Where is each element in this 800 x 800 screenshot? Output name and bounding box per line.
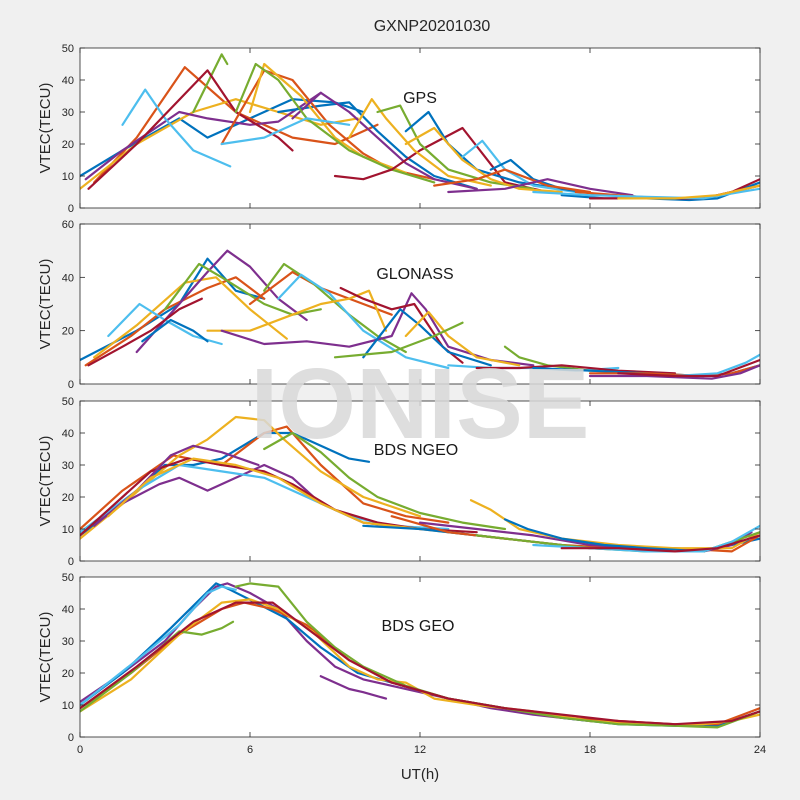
- y-tick-label: 0: [68, 556, 74, 568]
- y-tick-label: 10: [62, 700, 74, 712]
- series-line-16: [404, 310, 521, 367]
- y-tick-label: 40: [62, 272, 74, 284]
- series-line-22: [447, 178, 634, 197]
- panel-bds-ngeo: 0 10 20 30 40 50 VTEC(TECU) BDS NGEO: [37, 396, 761, 568]
- series-line-5: [80, 620, 235, 713]
- y-tick-label: 20: [62, 326, 74, 338]
- series-line-12: [206, 289, 388, 332]
- series-line-20: [475, 364, 677, 375]
- series-line-11: [277, 273, 450, 370]
- panel-annotation: BDS NGEO: [374, 442, 458, 459]
- y-tick-label: 20: [62, 668, 74, 680]
- series-group: [80, 249, 760, 380]
- watermark-text: IONISE: [251, 348, 590, 460]
- x-tick-label: 6: [247, 744, 253, 756]
- x-tick-label: 12: [414, 744, 426, 756]
- series-line-21: [433, 168, 592, 194]
- series-line-8: [80, 585, 237, 707]
- y-axis-label: VTEC(TECU): [37, 612, 54, 703]
- series-line-18: [404, 126, 563, 194]
- x-tick-label: 18: [584, 744, 596, 756]
- series-line-16: [376, 104, 535, 190]
- y-tick-label: 10: [62, 171, 74, 183]
- panel-annotation: BDS GEO: [382, 618, 455, 635]
- y-tick-label: 10: [62, 524, 74, 536]
- series-line-15: [362, 308, 492, 367]
- y-tick-label: 0: [68, 732, 74, 744]
- series-group: [80, 415, 760, 553]
- series-line-5: [192, 53, 229, 114]
- y-tick-label: 60: [62, 219, 74, 231]
- y-axis-label: VTEC(TECU): [37, 436, 54, 527]
- y-tick-label: 40: [62, 604, 74, 616]
- series-line-11: [291, 91, 478, 190]
- series-line-17: [333, 321, 464, 359]
- y-tick-label: 50: [62, 396, 74, 408]
- series-line-24: [673, 353, 760, 378]
- x-tick-label: 24: [754, 744, 766, 756]
- series-line-6: [87, 297, 203, 367]
- series-line-13: [220, 117, 351, 146]
- y-tick-label: 50: [62, 572, 74, 584]
- series-line-7: [87, 69, 294, 190]
- y-axis-label: VTEC(TECU): [37, 259, 54, 350]
- series-line-14: [503, 518, 705, 553]
- panel-annotation: GPS: [403, 90, 437, 107]
- y-tick-label: 30: [62, 636, 74, 648]
- panel-gps: 0 10 20 30 40 50 VTEC(TECU) GPS: [37, 43, 761, 215]
- series-line-25: [617, 358, 760, 378]
- y-tick-label: 0: [68, 379, 74, 391]
- series-line-17: [560, 534, 760, 553]
- y-tick-label: 30: [62, 460, 74, 472]
- series-group: [80, 53, 760, 202]
- y-tick-label: 40: [62, 428, 74, 440]
- series-line-6: [121, 88, 232, 168]
- panel-annotation: GLONASS: [376, 266, 453, 283]
- series-line-5: [263, 431, 507, 531]
- panel-bds-geo: 0 10 20 30 40 50 0 6 12 18 24 VTEC(TECU) UT(h) BDS GE…: [37, 572, 766, 783]
- x-tick-label: 0: [77, 744, 83, 756]
- axes-background: [80, 577, 760, 737]
- y-tick-label: 20: [62, 492, 74, 504]
- series-line-13: [220, 292, 535, 367]
- axes-background: [80, 401, 760, 561]
- y-tick-label: 0: [68, 203, 74, 215]
- series-line-14: [333, 126, 549, 194]
- series-line-8: [277, 101, 478, 190]
- figure-title: GXNP20201030: [374, 18, 491, 35]
- y-tick-label: 40: [62, 75, 74, 87]
- x-axis-label: UT(h): [401, 766, 439, 783]
- series-group: [80, 582, 760, 729]
- series-line-11: [390, 515, 760, 553]
- series-line-23: [588, 364, 760, 380]
- series-line-4: [84, 91, 322, 181]
- series-line-8: [141, 318, 209, 343]
- panel-glonass: 0 20 40 60 VTEC(TECU) GLONASS: [37, 219, 761, 391]
- series-line-9: [319, 675, 388, 700]
- series-line-15: [348, 98, 492, 187]
- series-line-27: [617, 184, 760, 200]
- series-line-2: [84, 276, 266, 367]
- y-tick-label: 30: [62, 107, 74, 119]
- y-tick-label: 20: [62, 139, 74, 151]
- series-line-7: [80, 601, 760, 726]
- y-axis-label: VTEC(TECU): [37, 83, 54, 174]
- y-tick-label: 50: [62, 43, 74, 55]
